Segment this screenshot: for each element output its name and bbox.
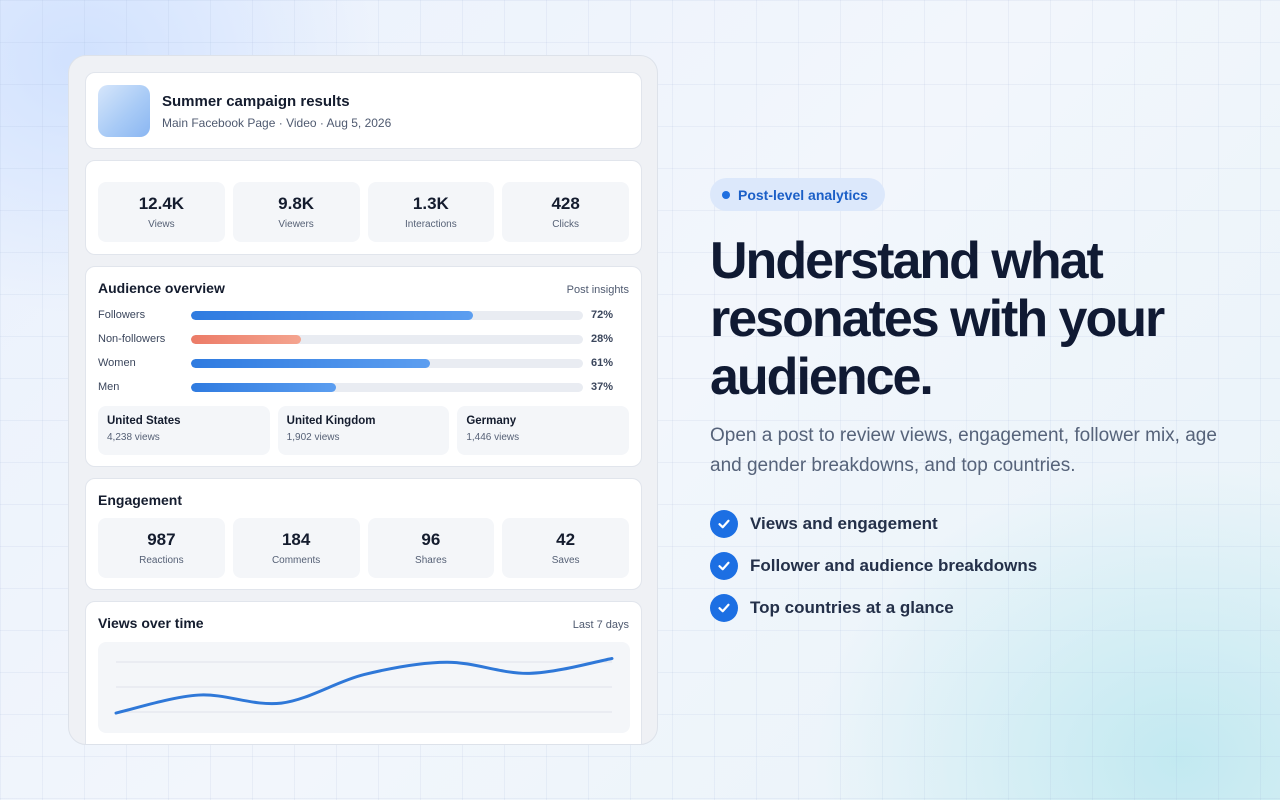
stat-value: 42 bbox=[556, 530, 576, 549]
check-circle-icon bbox=[710, 552, 738, 580]
stat-value: 428 bbox=[551, 194, 580, 213]
stat-value: 1.3K bbox=[412, 194, 449, 213]
feature-text: Top countries at a glance bbox=[750, 598, 954, 617]
country-united-states: United States 4,238 views bbox=[98, 406, 270, 455]
engagement-title: Engagement bbox=[98, 492, 183, 508]
country-united-kingdom: United Kingdom 1,902 views bbox=[277, 406, 450, 455]
stat-label: Shares bbox=[415, 555, 447, 566]
bar-fill bbox=[191, 359, 431, 368]
audience-overview-card: Audience overview Post insights Follower… bbox=[85, 266, 642, 467]
stat-label: Reactions bbox=[139, 555, 184, 566]
feature-text: Views and engagement bbox=[750, 514, 938, 533]
badge-text: Post-level analytics bbox=[738, 186, 868, 203]
stat-label: Saves bbox=[551, 555, 580, 566]
feature-item: Top countries at a glance bbox=[710, 594, 954, 622]
audience-bar-women: Women 61% bbox=[98, 356, 618, 370]
post-meta: Main Facebook Page · Video · Aug 5, 2026 bbox=[162, 116, 392, 130]
feature-item: Follower and audience breakdowns bbox=[710, 552, 1037, 580]
country-views: 1,902 views bbox=[286, 432, 340, 443]
bar-label: Women bbox=[98, 357, 136, 369]
views-line-chart bbox=[114, 656, 614, 715]
country-name: Germany bbox=[466, 415, 517, 427]
stat-clicks: 428 Clicks bbox=[502, 182, 629, 242]
bar-track bbox=[191, 359, 583, 368]
bar-track bbox=[191, 383, 583, 392]
stat-saves: 42 Saves bbox=[502, 518, 629, 578]
post-thumbnail bbox=[98, 85, 150, 137]
audience-title: Audience overview bbox=[98, 280, 225, 296]
summary-stats-card: 12.4K Views 9.8K Viewers 1.3K Interactio… bbox=[85, 160, 642, 255]
hero-headline: Understand what resonates with your audi… bbox=[710, 232, 1165, 406]
analytics-panel: Summer campaign results Main Facebook Pa… bbox=[68, 55, 658, 745]
bar-percent: 37% bbox=[591, 381, 614, 393]
bar-fill bbox=[191, 335, 301, 344]
stat-value: 96 bbox=[421, 530, 441, 549]
stat-views: 12.4K Views bbox=[98, 182, 225, 242]
bar-track bbox=[191, 311, 583, 320]
stat-shares: 96 Shares bbox=[367, 518, 495, 578]
views-series-line bbox=[114, 656, 614, 715]
bar-label: Followers bbox=[98, 309, 146, 321]
stat-value: 987 bbox=[147, 530, 176, 549]
post-title: Summer campaign results bbox=[162, 93, 350, 110]
country-views: 4,238 views bbox=[107, 432, 160, 443]
engagement-card: Engagement 987 Reactions 184 Comments 96… bbox=[85, 478, 642, 590]
bar-percent: 28% bbox=[591, 333, 614, 345]
stat-value: 184 bbox=[281, 530, 311, 549]
country-name: United Kingdom bbox=[286, 415, 376, 427]
bar-label: Non-followers bbox=[98, 333, 166, 345]
country-name: United States bbox=[107, 415, 181, 427]
audience-bar-men: Men 37% bbox=[98, 380, 618, 394]
audience-bar-non-followers: Non-followers 28% bbox=[98, 332, 618, 346]
country-views: 1,446 views bbox=[466, 432, 520, 443]
feature-text: Follower and audience breakdowns bbox=[750, 556, 1038, 575]
views-over-time-card: Views over time Last 7 days bbox=[85, 601, 642, 744]
bar-label: Men bbox=[98, 381, 120, 393]
stat-value: 12.4K bbox=[138, 194, 185, 213]
stat-interactions: 1.3K Interactions bbox=[367, 182, 495, 242]
post-header-card[interactable]: Summer campaign results Main Facebook Pa… bbox=[85, 72, 642, 149]
stat-comments: 184 Comments bbox=[232, 518, 360, 578]
stat-value: 9.8K bbox=[278, 194, 315, 213]
badge-dot-icon bbox=[722, 190, 730, 199]
badge-post-level-analytics: Post-level analytics bbox=[710, 178, 885, 211]
stat-label: Comments bbox=[271, 555, 321, 566]
stat-reactions: 987 Reactions bbox=[98, 518, 225, 578]
bar-percent: 72% bbox=[591, 309, 614, 321]
feature-item: Views and engagement bbox=[710, 510, 938, 538]
audience-bar-followers: Followers 72% bbox=[98, 308, 618, 322]
stat-label: Viewers bbox=[278, 219, 314, 230]
check-circle-icon bbox=[710, 594, 738, 622]
stat-label: Interactions bbox=[405, 219, 457, 230]
views-chart-title: Views over time bbox=[98, 615, 204, 631]
bar-fill bbox=[191, 383, 337, 392]
hero-lede: Open a post to review views, engagement,… bbox=[710, 425, 1217, 476]
check-circle-icon bbox=[710, 510, 738, 538]
post-insights-label: Post insights bbox=[566, 284, 629, 296]
views-chart bbox=[98, 642, 630, 733]
bar-track bbox=[191, 335, 583, 344]
country-germany: Germany 1,446 views bbox=[457, 406, 630, 455]
bar-fill bbox=[191, 311, 474, 320]
stat-label: Views bbox=[148, 219, 175, 230]
date-range-label: Last 7 days bbox=[572, 619, 629, 631]
stat-label: Clicks bbox=[552, 219, 579, 230]
bar-percent: 61% bbox=[591, 357, 614, 369]
stat-viewers: 9.8K Viewers bbox=[232, 182, 360, 242]
